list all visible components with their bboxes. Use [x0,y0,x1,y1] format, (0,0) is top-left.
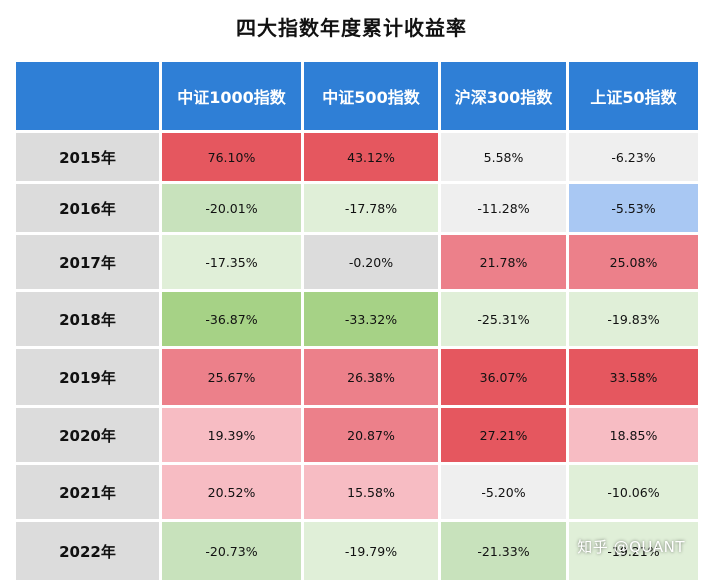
return-cell: -5.53% [569,184,698,232]
return-cell: 20.87% [304,408,438,462]
return-cell: 18.85% [569,408,698,462]
return-cell: -10.06% [569,465,698,519]
return-cell: -25.31% [441,292,566,346]
return-cell: 25.67% [162,349,301,405]
return-cell: -11.28% [441,184,566,232]
return-cell: -20.73% [162,522,301,580]
return-cell: -0.20% [304,235,438,289]
return-cell: -19.83% [569,292,698,346]
return-cell: 20.52% [162,465,301,519]
return-cell: 26.38% [304,349,438,405]
return-cell: -21.33% [441,522,566,580]
row-year-label: 2017年 [16,235,159,289]
return-cell: 43.12% [304,133,438,181]
watermark: 知乎 @QUANT [577,538,685,556]
return-cell: 15.58% [304,465,438,519]
return-cell: -36.87% [162,292,301,346]
chart-title: 四大指数年度累计收益率 [236,16,467,40]
return-cell: 21.78% [441,235,566,289]
row-year-label: 2018年 [16,292,159,346]
return-cell: -17.78% [304,184,438,232]
return-cell: 27.21% [441,408,566,462]
return-cell: -6.23% [569,133,698,181]
return-cell: -5.20% [441,465,566,519]
return-cell: 25.08% [569,235,698,289]
return-cell: 33.58% [569,349,698,405]
column-header-2: 中证500指数 [304,62,438,130]
row-year-label: 2016年 [16,184,159,232]
row-year-label: 2015年 [16,133,159,181]
row-year-label: 2020年 [16,408,159,462]
return-cell: -20.01% [162,184,301,232]
column-header-4: 上证50指数 [569,62,698,130]
header-corner-cell [16,62,159,130]
column-header-3: 沪深300指数 [441,62,566,130]
return-cell: 36.07% [441,349,566,405]
returns-table: 中证1000指数 中证500指数 沪深300指数 上证50指数 2015年 76.10% 4… [16,62,698,580]
row-year-label: 2019年 [16,349,159,405]
return-cell: -19.21% [569,522,698,580]
return-cell: -17.35% [162,235,301,289]
column-header-1: 中证1000指数 [162,62,301,130]
return-cell: -19.79% [304,522,438,580]
return-cell: 76.10% [162,133,301,181]
row-year-label: 2021年 [16,465,159,519]
return-cell: 5.58% [441,133,566,181]
return-cell: -33.32% [304,292,438,346]
return-cell: 19.39% [162,408,301,462]
row-year-label: 2022年 [16,522,159,580]
